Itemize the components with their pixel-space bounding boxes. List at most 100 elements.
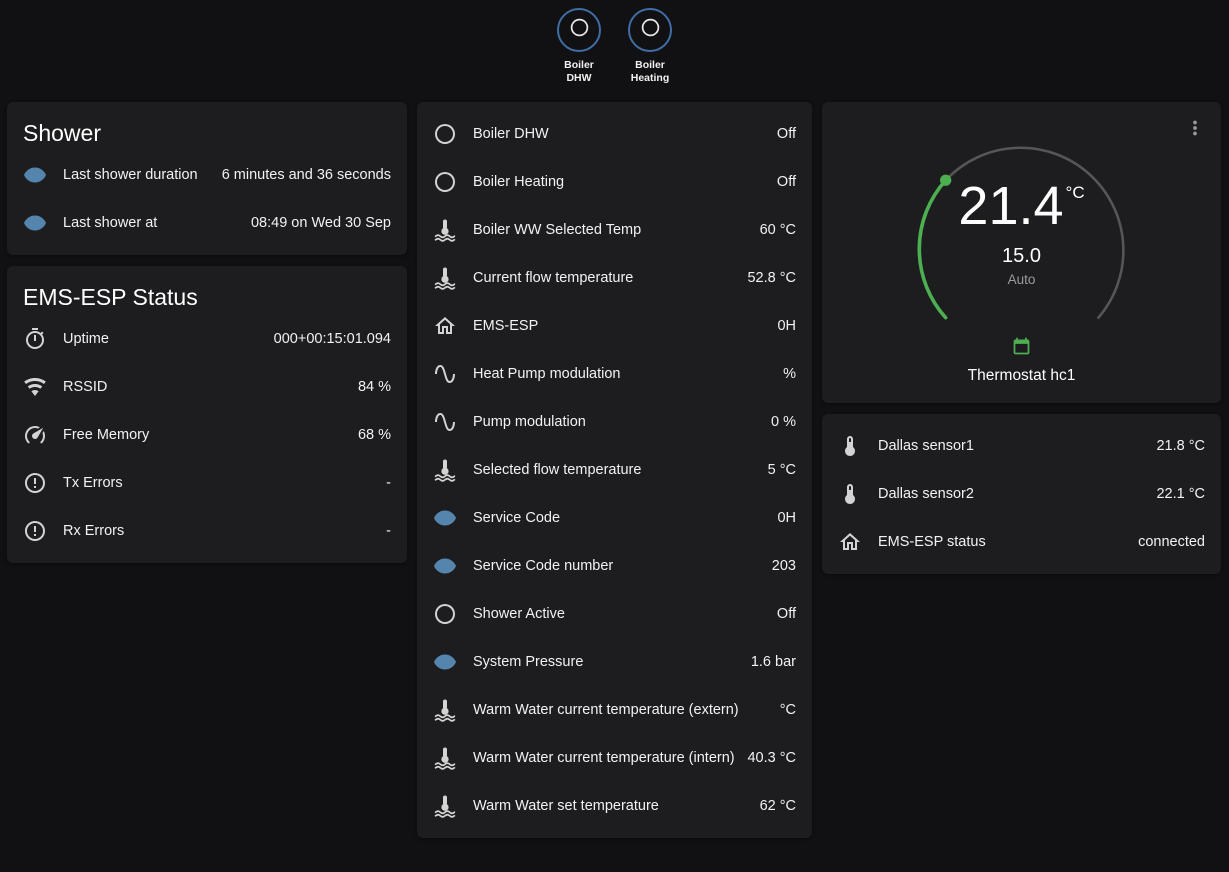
boiler-dhw-badge-circle[interactable] — [557, 8, 601, 52]
entity-value: 0 % — [771, 414, 796, 430]
entity-row[interactable]: EMS-ESP 0H — [433, 302, 796, 350]
dashboard-columns: Shower Last shower duration 6 minutes and… — [7, 102, 1222, 838]
eye-icon — [23, 211, 47, 235]
entity-value: 84 % — [357, 379, 391, 395]
thermostat-name: Thermostat hc1 — [967, 367, 1076, 384]
thermometer-water-icon — [433, 794, 457, 818]
thermometer-water-icon — [433, 458, 457, 482]
entity-value: 68 % — [357, 427, 391, 443]
gauge-handle-dot[interactable] — [939, 174, 951, 186]
thermostat-menu-button[interactable] — [1177, 112, 1213, 148]
entity-row[interactable]: Service Code number 203 — [433, 542, 796, 590]
entity-label: Dallas sensor1 — [878, 437, 974, 454]
thermometer-water-icon — [433, 266, 457, 290]
entity-label: Warm Water current temperature (intern) — [473, 749, 735, 766]
badge-label: Boiler Heating — [630, 59, 670, 84]
entity-label: Pump modulation — [473, 413, 586, 430]
status-rows: Uptime 000+00:15:01.094 RSSID 84 % Free Memo… — [23, 315, 391, 555]
entity-label: Boiler WW Selected Temp — [473, 221, 642, 238]
entity-label: Heat Pump modulation — [473, 365, 621, 382]
sensors-card: Dallas sensor1 21.8 °C Dallas sensor2 22.1 … — [822, 414, 1221, 574]
calendar-sync-icon[interactable] — [1011, 336, 1032, 357]
entity-label: Selected flow temperature — [473, 461, 642, 478]
entity-value: 22.1 °C — [1156, 486, 1205, 502]
badge-label: Boiler DHW — [564, 59, 594, 84]
entity-value: - — [386, 475, 391, 491]
wifi-icon — [23, 375, 47, 399]
entity-value: % — [783, 366, 796, 382]
thermometer-water-icon — [433, 218, 457, 242]
gauge-active-arc — [917, 178, 947, 320]
entity-label: Rx Errors — [63, 522, 125, 539]
entity-row[interactable]: Warm Water current temperature (intern) 4… — [433, 734, 796, 782]
entity-value: 5 °C — [767, 462, 796, 478]
entity-row[interactable]: Service Code 0H — [433, 494, 796, 542]
entity-label: Free Memory — [63, 426, 150, 443]
entity-value: 40.3 °C — [747, 750, 796, 766]
entity-label: Warm Water current temperature (extern) — [473, 701, 739, 718]
ems-esp-status-card-title: EMS-ESP Status — [23, 284, 198, 310]
entity-row[interactable]: Warm Water current temperature (extern) °… — [433, 686, 796, 734]
entity-row[interactable]: RSSID 84 % — [23, 363, 391, 411]
entity-value: - — [386, 523, 391, 539]
entity-row[interactable]: Pump modulation 0 % — [433, 398, 796, 446]
home-icon — [838, 530, 862, 554]
entity-row[interactable]: Dallas sensor2 22.1 °C — [838, 470, 1205, 518]
thermostat-dial[interactable]: 21.4 °C 15.0 Auto — [909, 136, 1135, 362]
boiler-heating-badge-button[interactable]: Boiler Heating — [621, 8, 679, 85]
entity-label: Tx Errors — [63, 474, 123, 491]
entity-row[interactable]: Boiler Heating Off — [433, 158, 796, 206]
thermostat-gauge-arc[interactable] — [909, 136, 1135, 362]
entity-row[interactable]: Shower Active Off — [433, 590, 796, 638]
entity-label: Last shower at — [63, 214, 158, 231]
radio-blank-icon — [433, 170, 457, 194]
eye-icon — [23, 163, 47, 187]
entity-row[interactable]: Selected flow temperature 5 °C — [433, 446, 796, 494]
radio-blank-icon — [569, 17, 590, 43]
entity-value: 62 °C — [759, 798, 796, 814]
entity-row[interactable]: System Pressure 1.6 bar — [433, 638, 796, 686]
entity-row[interactable]: Heat Pump modulation% — [433, 350, 796, 398]
entity-row[interactable]: Dallas sensor1 21.8 °C — [838, 422, 1205, 470]
sine-wave-icon — [433, 410, 457, 434]
entity-label: RSSID — [63, 378, 108, 395]
entity-label: Warm Water set temperature — [473, 797, 659, 814]
shower-card: Shower Last shower duration 6 minutes and… — [7, 102, 407, 255]
shower-card-title: Shower — [23, 120, 101, 146]
entity-rows: Boiler DHW Off Boiler Heating Off Boiler WW … — [433, 110, 796, 830]
entity-row[interactable]: EMS-ESP status connected — [838, 518, 1205, 566]
entity-label: Service Code number — [473, 557, 614, 574]
entity-row[interactable]: Warm Water set temperature 62 °C — [433, 782, 796, 830]
entity-row[interactable]: Last shower at 08:49 on Wed 30 Sep — [23, 199, 391, 247]
dots-vertical-icon — [1184, 117, 1206, 144]
entity-label: Boiler DHW — [473, 125, 549, 142]
radio-blank-icon — [433, 122, 457, 146]
entity-row[interactable]: Last shower duration 6 minutes and 36 sec… — [23, 151, 391, 199]
entity-value: 08:49 on Wed 30 Sep — [250, 215, 391, 231]
right-column: 21.4 °C 15.0 Auto Thermostat hc1 Dallas s… — [822, 102, 1221, 574]
entity-row[interactable]: Uptime 000+00:15:01.094 — [23, 315, 391, 363]
middle-column: Boiler DHW Off Boiler Heating Off Boiler WW … — [417, 102, 812, 838]
thermometer-icon — [838, 482, 862, 506]
dashboard: Boiler DHW Boiler Heating Shower Last sh… — [7, 8, 1222, 838]
entity-label: Uptime — [63, 330, 109, 347]
boiler-heating-badge-circle[interactable] — [628, 8, 672, 52]
entity-row[interactable]: Boiler DHW Off — [433, 110, 796, 158]
entity-label: Shower Active — [473, 605, 565, 622]
entity-label: EMS-ESP — [473, 317, 539, 334]
entity-value: 1.6 bar — [750, 654, 796, 670]
entity-row[interactable]: Rx Errors - — [23, 507, 391, 555]
entities-card: Boiler DHW Off Boiler Heating Off Boiler WW … — [417, 102, 812, 838]
sine-wave-icon — [433, 362, 457, 386]
badge-row: Boiler DHW Boiler Heating — [7, 8, 1222, 100]
boiler-dhw-badge-button[interactable]: Boiler DHW — [550, 8, 608, 85]
entity-row[interactable]: Boiler WW Selected Temp 60 °C — [433, 206, 796, 254]
entity-row[interactable]: Tx Errors - — [23, 459, 391, 507]
gauge-track — [943, 146, 1125, 320]
entity-row[interactable]: Current flow temperature 52.8 °C — [433, 254, 796, 302]
alert-circle-icon — [23, 471, 47, 495]
entity-label: Last shower duration — [63, 166, 198, 183]
entity-row[interactable]: Free Memory 68 % — [23, 411, 391, 459]
thermometer-water-icon — [433, 746, 457, 770]
entity-label: EMS-ESP status — [878, 533, 986, 550]
